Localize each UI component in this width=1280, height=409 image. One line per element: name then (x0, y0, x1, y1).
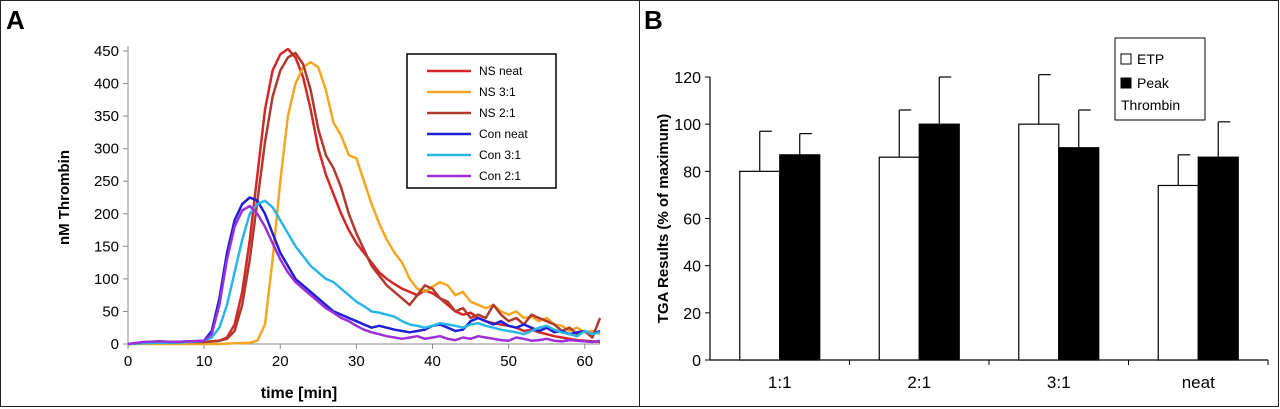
y-tick-label: 350 (94, 108, 119, 125)
y-tick-label: 0 (692, 353, 701, 370)
bar-etp-0 (739, 170, 781, 361)
y-tick-label: 200 (94, 206, 119, 223)
bar-peak-2 (1058, 147, 1100, 361)
bar-etp-1 (878, 156, 920, 361)
panel-b-letter: B (644, 5, 663, 35)
y-tick-label: 60 (683, 212, 701, 229)
bar-etp-2 (1018, 123, 1060, 361)
y-tick-label: 40 (683, 259, 701, 276)
x-tick-label: 30 (348, 353, 365, 370)
legend-swatch-peak (1120, 77, 1132, 89)
y-tick-label: 250 (94, 173, 119, 190)
legend-label: Con 2:1 (479, 169, 521, 183)
y-tick-label: 150 (94, 238, 119, 255)
x-tick-label: 60 (576, 353, 593, 370)
legend-label-etp: ETP (1137, 51, 1164, 67)
y-tick-label: 20 (683, 306, 701, 323)
bar-etp-3 (1157, 184, 1199, 361)
y-tick-label: 80 (683, 164, 701, 181)
y-tick-label: 50 (102, 303, 119, 320)
x-tick-label: 10 (196, 353, 213, 370)
legend-box (406, 53, 557, 189)
legend-label: NS 2:1 (479, 106, 516, 120)
legend-label: Con 3:1 (479, 148, 521, 162)
x-tick-label: neat (1182, 373, 1215, 392)
x-tick-label: 1:1 (768, 373, 792, 392)
x-tick-label: 3:1 (1047, 373, 1071, 392)
y-axis-label: nM Thrombin (56, 150, 73, 245)
series-line-2 (127, 51, 602, 346)
series-line-4 (127, 199, 601, 346)
y-tick-label: 120 (674, 70, 701, 87)
legend-label: NS 3:1 (479, 85, 516, 99)
legend-label-thrombin: Thrombin (1121, 97, 1180, 113)
series-line-3 (127, 196, 601, 346)
x-tick-label: 0 (124, 353, 132, 370)
y-axis-label: TGA Results (% of maximum) (655, 114, 672, 323)
y-tick-label: 100 (94, 271, 119, 288)
x-tick-label: 50 (500, 353, 517, 370)
panel-a: A 0 50 100 150 200 250 300 350 400 450 0 10 20 30 40 50… (0, 0, 640, 407)
legend-label: Con neat (479, 127, 528, 141)
y-tick-label: 100 (674, 117, 701, 134)
y-tick-label: 300 (94, 141, 119, 158)
x-axis-label: time [min] (261, 385, 337, 402)
tga-bar-chart: 0 20 40 60 80 100 120 TGA Results (% of maximum… (655, 37, 1269, 392)
x-tick-label: 40 (424, 353, 441, 370)
panel-b: B 0 20 40 60 80 100 120 TGA Results (% of maxim… (639, 0, 1279, 407)
y-tick-label: 400 (94, 76, 119, 93)
legend-label-peak: Peak (1137, 75, 1170, 91)
legend-swatch-etp (1120, 53, 1132, 65)
series-line-0 (127, 47, 601, 346)
bar-peak-0 (779, 154, 821, 361)
legend-label: NS neat (479, 64, 523, 78)
thrombin-line-chart: 0 50 100 150 200 250 300 350 400 450 0 10 20 30 40 50 60… (56, 43, 602, 402)
y-tick-label: 450 (94, 43, 119, 60)
bar-peak-3 (1197, 156, 1239, 361)
x-tick-label: 2:1 (907, 373, 931, 392)
panel-a-letter: A (6, 5, 25, 35)
series-line-5 (127, 204, 601, 346)
x-tick-label: 20 (272, 353, 289, 370)
bar-peak-1 (918, 123, 960, 361)
y-tick-label: 0 (111, 336, 119, 353)
